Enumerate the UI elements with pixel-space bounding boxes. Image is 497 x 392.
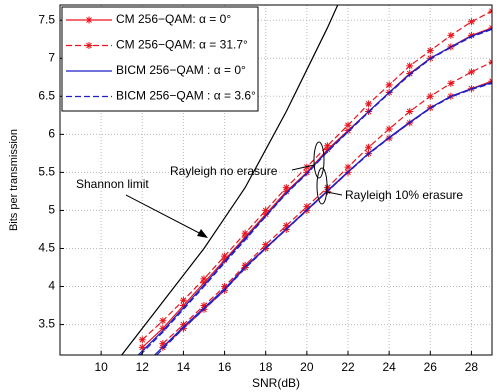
legend: CM 256−QAM: α = 0° CM 256−QAM: α = 31.7° B…: [61, 6, 259, 112]
y-tick-label: 5.5: [38, 165, 55, 179]
y-tick-label: 4.5: [38, 241, 55, 255]
marker: [385, 81, 393, 89]
y-tick-label: 3.5: [38, 317, 55, 331]
series-line: [156, 82, 492, 355]
x-tick-label: 22: [341, 360, 355, 374]
marker: [179, 321, 187, 329]
marker: [262, 241, 270, 249]
marker: [385, 125, 393, 133]
marker: [447, 31, 455, 39]
y-tick-label: 7.5: [38, 12, 55, 26]
annotation: Rayleigh no erasure: [170, 164, 278, 178]
marker: [406, 62, 414, 70]
annotations: Rayleigh no erasure Shannon limit Raylei…: [76, 141, 463, 238]
series-line: [121, 5, 339, 355]
marker: [426, 47, 434, 55]
arrow: [125, 194, 206, 237]
marker: [200, 302, 208, 310]
marker: [467, 68, 475, 76]
marker: [282, 187, 290, 195]
marker: [467, 31, 475, 39]
x-tick-label: 16: [218, 360, 232, 374]
marker: [179, 296, 187, 304]
marker: [447, 79, 455, 87]
x-tick-label: 12: [136, 360, 150, 374]
legend-box: [61, 6, 259, 112]
y-tick-label: 6: [48, 127, 55, 141]
marker: [138, 336, 146, 344]
marker: [344, 163, 352, 171]
marker: [221, 256, 229, 264]
annotation: Shannon limit: [76, 177, 149, 191]
leader: [326, 191, 343, 196]
y-tick-label: 4: [48, 279, 55, 293]
ellipse: [313, 141, 325, 179]
marker: [406, 69, 414, 77]
marker: [241, 229, 249, 237]
marker: [159, 324, 167, 332]
marker: [241, 233, 249, 241]
x-tick-label: 24: [382, 360, 396, 374]
marker: [221, 283, 229, 291]
marker: [85, 16, 93, 24]
marker: [365, 100, 373, 108]
legend-label: CM 256−QAM: α = 31.7°: [116, 38, 248, 52]
marker: [303, 203, 311, 211]
series-line: [154, 82, 492, 355]
x-tick-label: 26: [424, 360, 438, 374]
ellipse: [316, 167, 328, 205]
marker: [179, 302, 187, 310]
marker: [221, 252, 229, 260]
arrow-head: [197, 229, 208, 238]
marker: [426, 92, 434, 100]
legend-label: BICM 256−QAM : α = 0°: [116, 63, 246, 77]
series-line: [139, 28, 492, 355]
ticks: 10 12 14 16 18 20 22 24 26 28 3.5 4 4.5 5 5.5 6 6.5 7 7.5: [38, 12, 478, 374]
marker: [344, 121, 352, 129]
x-tick-label: 18: [259, 360, 273, 374]
series-line: [162, 80, 492, 348]
annotation: Rayleigh 10% erasure: [345, 188, 463, 202]
y-axis-label: Bits per transmission: [8, 129, 20, 231]
marker: [262, 210, 270, 218]
marker: [262, 206, 270, 214]
legend-label: CM 256−QAM: α = 0°: [116, 12, 231, 26]
marker: [138, 343, 146, 351]
marker: [282, 222, 290, 230]
x-tick-label: 14: [177, 360, 191, 374]
marker: [323, 146, 331, 154]
series-line: [141, 10, 492, 341]
marker: [365, 143, 373, 151]
plot-area: [121, 5, 492, 355]
y-tick-label: 7: [48, 50, 55, 64]
marker: [467, 18, 475, 26]
marker: [159, 340, 167, 348]
marker: [159, 317, 167, 325]
marker: [200, 275, 208, 283]
leader: [291, 164, 315, 171]
x-axis-label: SNR(dB): [252, 376, 300, 390]
marker: [200, 279, 208, 287]
x-tick-label: 10: [94, 360, 108, 374]
marker: [85, 42, 93, 49]
y-tick-label: 5: [48, 203, 55, 217]
y-tick-label: 6.5: [38, 88, 55, 102]
x-tick-label: 20: [300, 360, 314, 374]
legend-label: BICM 256−QAM : α = 3.6°: [116, 89, 256, 103]
marker: [282, 184, 290, 192]
marker: [406, 108, 414, 116]
marker: [241, 261, 249, 269]
plot-frame: [59, 4, 493, 356]
x-tick-label: 28: [465, 360, 479, 374]
marker: [323, 142, 331, 150]
